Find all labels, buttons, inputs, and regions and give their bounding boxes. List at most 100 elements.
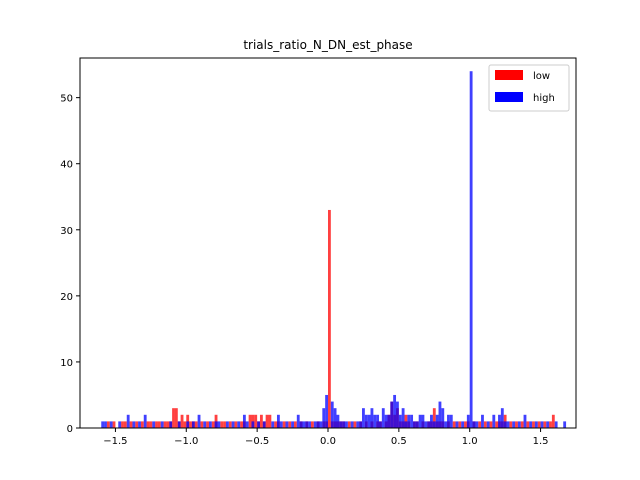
bar-low (135, 421, 139, 428)
bar-high (367, 414, 371, 428)
y-tick-label: 50 (60, 94, 73, 105)
bar-high (322, 408, 326, 428)
bar-high (208, 421, 212, 428)
bar-high (486, 421, 490, 428)
bar-high (302, 421, 306, 428)
bar-high (396, 401, 399, 428)
bar-high (410, 414, 414, 428)
bar-high (401, 408, 405, 428)
y-tick-label: 30 (60, 226, 73, 237)
bar-high (546, 421, 550, 428)
bar-high (296, 414, 300, 428)
bar-high (364, 414, 368, 428)
bar-high (242, 414, 246, 428)
bar-low (106, 421, 110, 428)
bar-high (214, 421, 218, 428)
bar-low (163, 421, 167, 428)
bar-low (206, 421, 209, 428)
bar-low (254, 414, 258, 428)
bar-high (313, 421, 317, 428)
bar-high (500, 408, 504, 428)
bar-high (373, 414, 377, 428)
bar-low (537, 421, 541, 428)
x-tick-label: 1.5 (533, 436, 549, 447)
bar-low (248, 414, 252, 428)
x-tick-label: 0.5 (391, 436, 407, 447)
bar-high (325, 394, 328, 428)
bar-low (200, 421, 204, 428)
bar-high (279, 421, 283, 428)
x-tick-label: −0.5 (245, 436, 269, 447)
bar-high (126, 414, 130, 428)
bar-high (461, 421, 465, 428)
bar-high (469, 71, 473, 428)
bar-low (220, 421, 224, 428)
bar-high (342, 421, 346, 428)
bar-low (228, 421, 232, 428)
bar-high (308, 421, 311, 428)
bar-high (381, 408, 385, 428)
bar-high (435, 414, 439, 428)
bar-low (293, 421, 297, 428)
bar-high (430, 414, 433, 428)
legend-swatch-low (495, 70, 523, 80)
bar-high (475, 421, 479, 428)
bar-low (543, 421, 547, 428)
bar-high (481, 414, 484, 428)
bar-low (509, 421, 513, 428)
bar-low (464, 421, 467, 428)
x-tick-label: 1.0 (462, 436, 478, 447)
legend: low high (488, 64, 570, 112)
bar-low (155, 421, 158, 428)
bar-low (211, 421, 215, 428)
bar-high (523, 414, 527, 428)
bar-high (384, 414, 388, 428)
bar-low (347, 421, 351, 428)
bar-low (328, 209, 331, 428)
bar-low (551, 414, 555, 428)
bar-low (478, 421, 482, 428)
bar-high (506, 421, 510, 428)
bar-high (333, 408, 337, 428)
y-tick-label: 40 (60, 160, 73, 171)
bar-high (424, 421, 428, 428)
legend-label-high: high (533, 93, 555, 104)
x-tick-label: −1.0 (174, 436, 198, 447)
legend-swatch-high (495, 92, 523, 102)
bar-high (152, 421, 156, 428)
bar-high (418, 414, 422, 428)
bar-high (319, 421, 323, 428)
bar-high (191, 421, 195, 428)
bar-high (138, 421, 141, 428)
bar-high (231, 421, 235, 428)
x-tick-label: 0.0 (320, 436, 336, 447)
bar-low (180, 414, 184, 428)
bar-high (441, 408, 445, 428)
bar-low (489, 421, 493, 428)
bar-high (393, 394, 397, 428)
bar-high (387, 414, 391, 428)
bar-low (515, 421, 518, 428)
bar-high (472, 421, 476, 428)
bar-low (520, 421, 524, 428)
bar-high (370, 408, 374, 428)
bar-low (223, 421, 226, 428)
bar-high (362, 408, 365, 428)
bar-high (438, 401, 442, 428)
bar-low (532, 421, 535, 428)
bar-low (112, 421, 116, 428)
bar-high (379, 421, 382, 428)
bar-high (251, 421, 255, 428)
bar-low (526, 421, 530, 428)
bar-high (455, 421, 459, 428)
bar-high (217, 421, 221, 428)
y-axis: 0 10 20 30 40 50 (60, 94, 80, 435)
bar-low (234, 421, 238, 428)
bar-high (177, 421, 181, 428)
bar-high (271, 421, 275, 428)
bar-high (356, 421, 360, 428)
bar-high (305, 421, 309, 428)
bar-high (390, 401, 394, 428)
bar-high (415, 421, 419, 428)
bar-high (466, 414, 470, 428)
